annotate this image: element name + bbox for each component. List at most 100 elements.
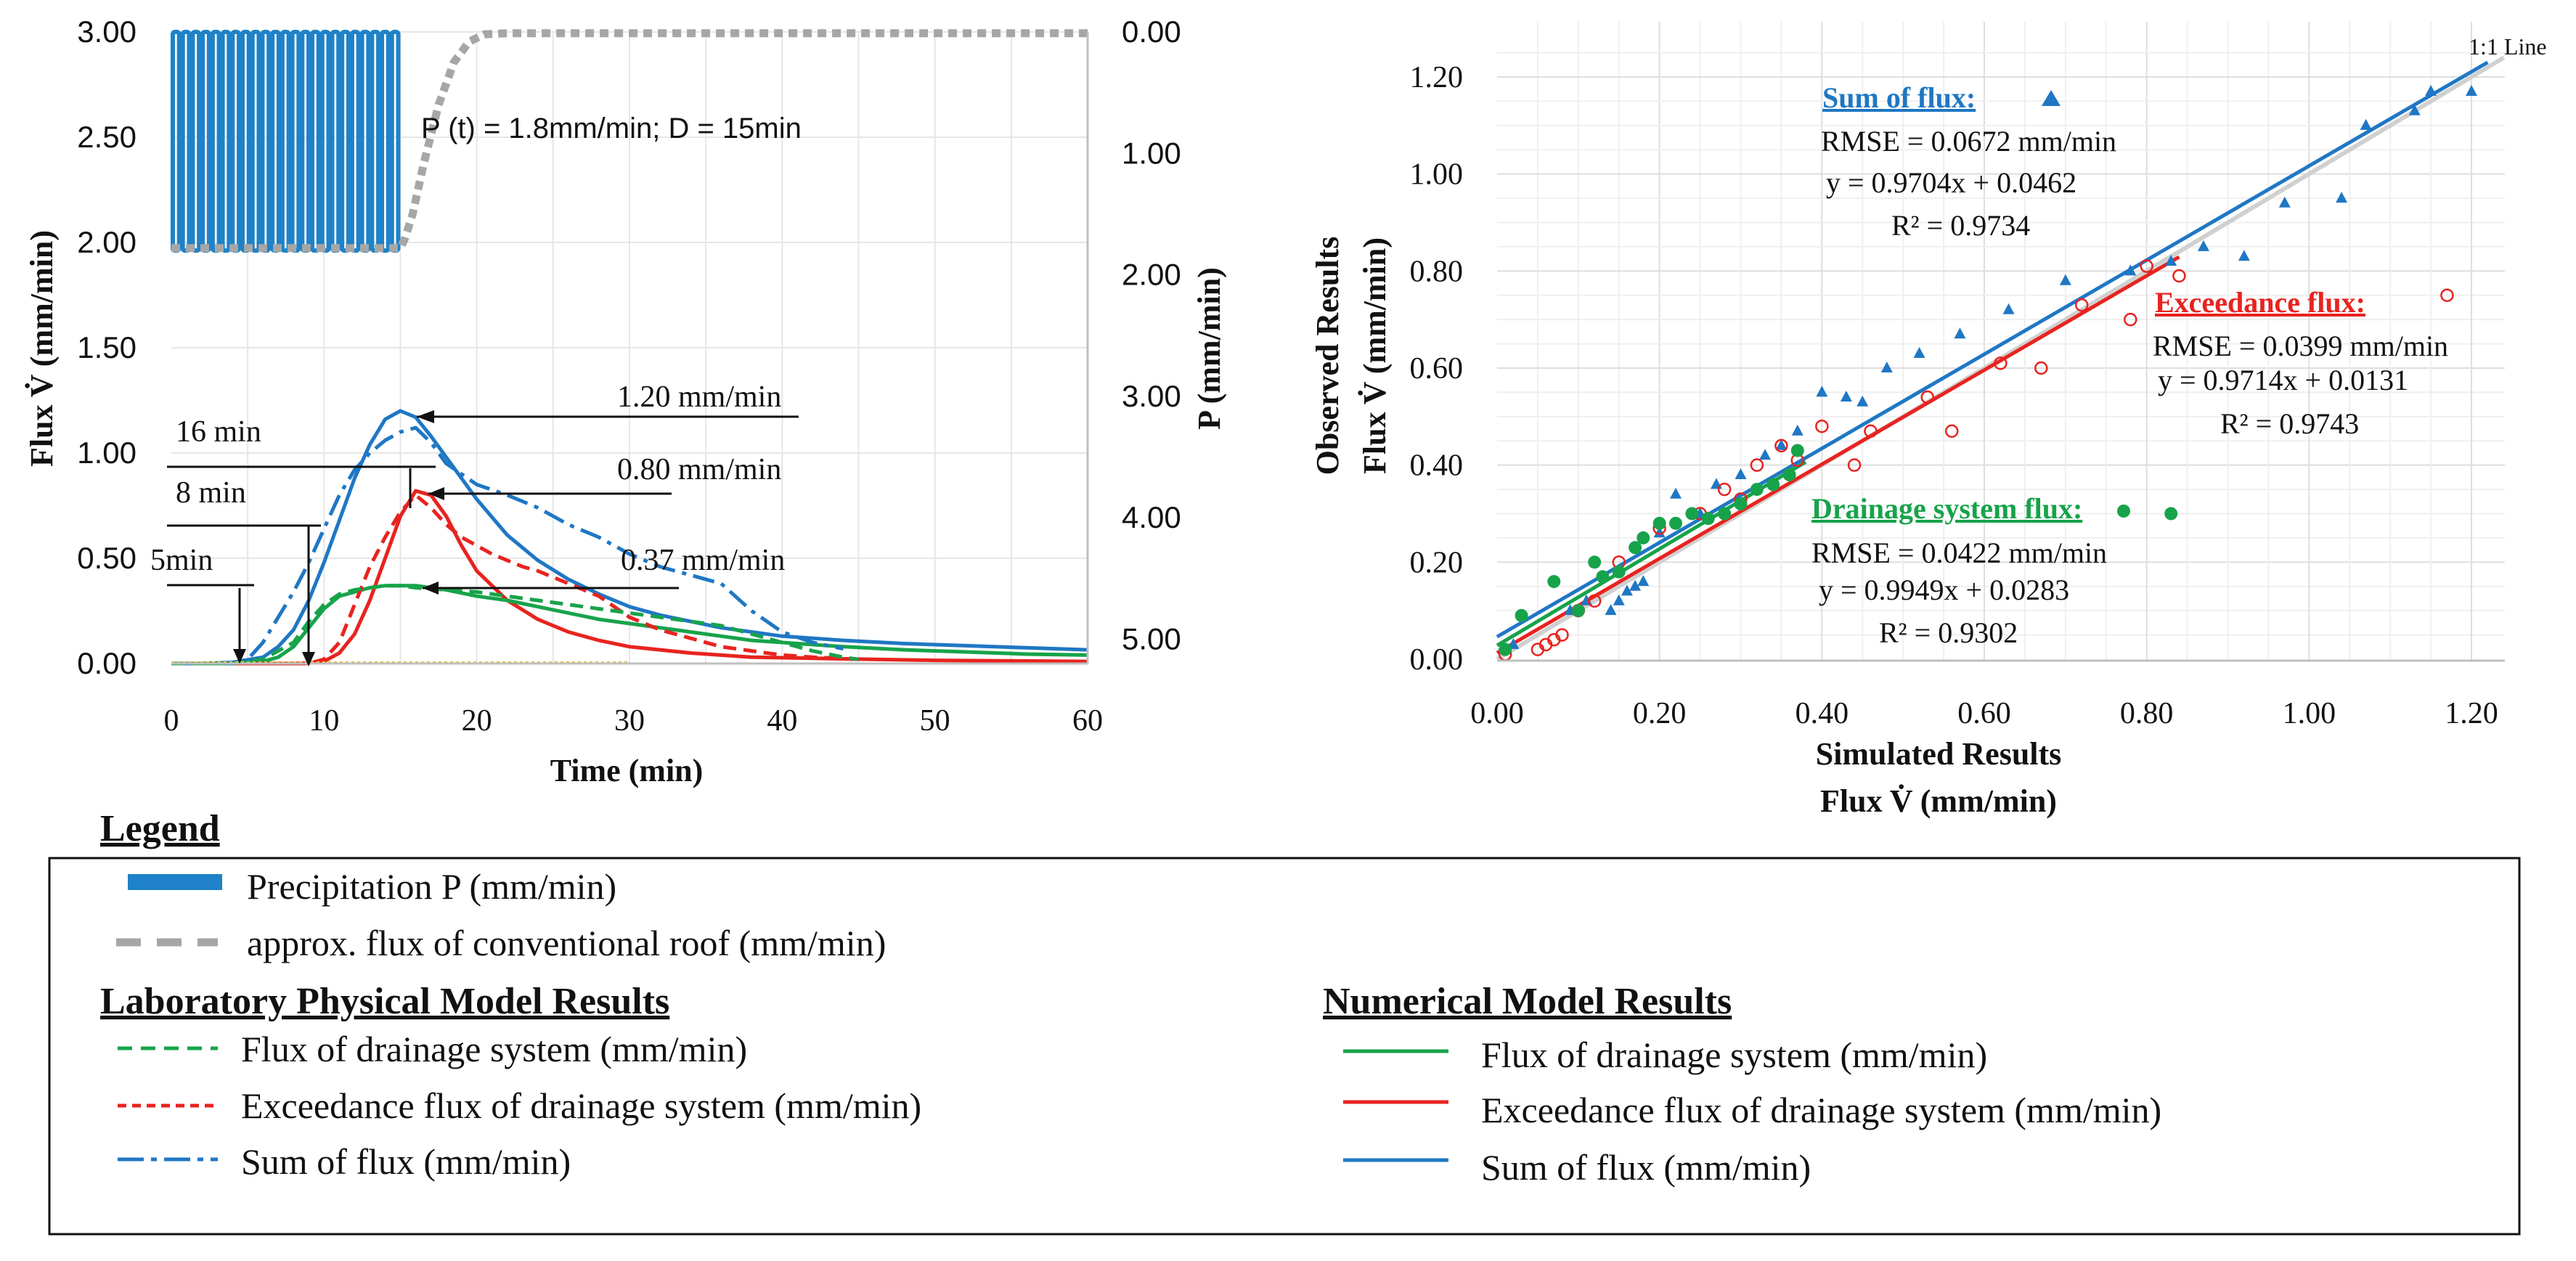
point-sum <box>2278 196 2291 208</box>
legend-lab-sum-label: Sum of flux (mm/min) <box>241 1141 571 1182</box>
point-sum <box>2197 240 2209 251</box>
stats-exceed-rmse: RMSE = 0.0399 mm/min <box>2153 330 2448 362</box>
y-tick-label: 1.20 <box>1410 61 1464 94</box>
point-sum <box>1840 391 1852 402</box>
point-sum <box>1637 575 1650 587</box>
annotation-lag-8: 8 min <box>176 476 246 510</box>
legend-precip-label: Precipitation P (mm/min) <box>247 866 616 907</box>
y-axis-title-line2: Flux V̇ (mm/min) <box>1357 237 1393 474</box>
x-tick-label: 1.20 <box>2445 697 2498 730</box>
point-exceedance <box>1920 390 1934 404</box>
legend-num-exceed-label: Exceedance flux of drainage system (mm/m… <box>1481 1090 2161 1130</box>
point-sum <box>1954 327 1966 339</box>
x-tick-label: 40 <box>767 704 797 738</box>
point-exceedance <box>2140 259 2153 273</box>
y-axis-title-line1: Observed Results <box>1310 237 1345 476</box>
y-tick-label-left: 1.50 <box>77 330 136 364</box>
x-tick-label: 0.20 <box>1633 697 1687 730</box>
point-drainage <box>1547 575 1561 589</box>
point-sum <box>1856 395 1869 407</box>
y-tick-label: 0.80 <box>1410 255 1464 288</box>
y-tick-label: 1.00 <box>1410 158 1464 192</box>
one-to-one-label: 1:1 Line <box>2469 33 2547 60</box>
stats-sum-rmse: RMSE = 0.0672 mm/min <box>1821 125 2116 158</box>
point-sum <box>2002 303 2015 314</box>
precip-bar <box>349 30 361 253</box>
precip-bar <box>280 30 291 253</box>
point-exceedance <box>1717 482 1732 497</box>
point-sum <box>2165 254 2177 266</box>
annotation-peak-drain: 0.37 mm/min <box>621 544 785 577</box>
annotation-lag-5: 5min <box>150 544 213 577</box>
point-sum <box>1913 346 1925 358</box>
x-tick-label: 30 <box>614 704 645 738</box>
precip-bar <box>310 30 321 253</box>
point-drainage <box>1685 507 1699 521</box>
precip-bar <box>330 30 341 253</box>
point-drainage <box>1766 478 1780 491</box>
stats-exceed-r2: R² = 0.9743 <box>2220 407 2359 440</box>
point-sum <box>1613 594 1625 605</box>
point-exceedance <box>2034 361 2048 375</box>
point-exceedance <box>1750 458 1764 472</box>
series-numerical-exceedance-flux <box>171 489 1088 666</box>
point-exceedance <box>2124 312 2137 327</box>
x-axis-title-line2: Flux V̇ (mm/min) <box>1820 783 2057 819</box>
precip-bar <box>340 30 351 253</box>
point-drainage <box>1652 516 1666 530</box>
stats-drain-marker <box>2117 505 2130 518</box>
point-drainage <box>1629 541 1642 555</box>
y-tick-label-left: 0.50 <box>77 541 136 575</box>
precip-bar <box>250 30 261 253</box>
stats-drain-title: Drainage system flux: <box>1811 492 2082 525</box>
point-drainage <box>2164 507 2178 521</box>
legend-lab-title: Laboratory Physical Model Results <box>100 981 669 1022</box>
point-sum <box>1621 584 1633 596</box>
point-sum <box>1653 526 1666 538</box>
trendline-sum-of-flux <box>1496 60 2489 639</box>
annotation-peak-exceed: 0.80 mm/min <box>617 453 781 486</box>
legend-conventional-label: approx. flux of conventional roof (mm/mi… <box>247 923 886 963</box>
precip-bar <box>190 30 202 253</box>
point-exceedance <box>1815 419 1829 433</box>
point-exceedance <box>1774 438 1788 453</box>
precip-bar <box>380 30 391 253</box>
x-tick-label: 1.00 <box>2283 697 2336 730</box>
y-tick-label: 0.00 <box>1410 643 1464 677</box>
precip-bar <box>220 30 232 253</box>
peak-annotations <box>167 415 799 661</box>
arrow-heads <box>233 410 444 666</box>
x-tick-label: 10 <box>309 704 339 738</box>
stats-sum-eq: y = 0.9704x + 0.0462 <box>1826 166 2076 199</box>
precip-bar <box>389 30 401 253</box>
precip-bar <box>171 30 182 253</box>
point-sum <box>2336 192 2348 203</box>
y-tick-label: 0.40 <box>1410 449 1464 483</box>
point-drainage <box>1790 444 1804 457</box>
y-tick-label: 0.60 <box>1410 352 1464 385</box>
legend-title: Legend <box>100 808 220 849</box>
y-tick-label-right: 4.00 <box>1122 500 1181 534</box>
point-drainage <box>1782 468 1796 482</box>
point-sum <box>2059 274 2071 285</box>
point-exceedance <box>2440 288 2454 302</box>
x-axis-title: Time (min) <box>550 753 704 788</box>
point-sum <box>2408 104 2421 115</box>
precip-bar <box>240 30 251 253</box>
precip-bar <box>370 30 381 253</box>
point-exceedance <box>2172 269 2186 283</box>
x-tick-label: 60 <box>1072 704 1103 738</box>
x-tick-label: 0 <box>164 704 179 738</box>
stats-exceed-title: Exceedance flux: <box>2155 286 2365 319</box>
point-exceedance <box>1945 424 1959 438</box>
precip-bar <box>359 30 371 253</box>
series-approx-flux-of-conventional-roof <box>171 29 1088 253</box>
stats-drain-eq: y = 0.9949x + 0.0283 <box>1819 574 2069 606</box>
point-exceedance <box>1864 424 1878 438</box>
legend-num-sum-label: Sum of flux (mm/min) <box>1481 1147 1811 1188</box>
stats-sum-r2: R² = 0.9734 <box>1891 209 2030 242</box>
trendline-exceedance-flux <box>1496 255 2180 655</box>
point-drainage <box>1612 565 1626 579</box>
y-tick-label-right: 0.00 <box>1122 15 1181 49</box>
